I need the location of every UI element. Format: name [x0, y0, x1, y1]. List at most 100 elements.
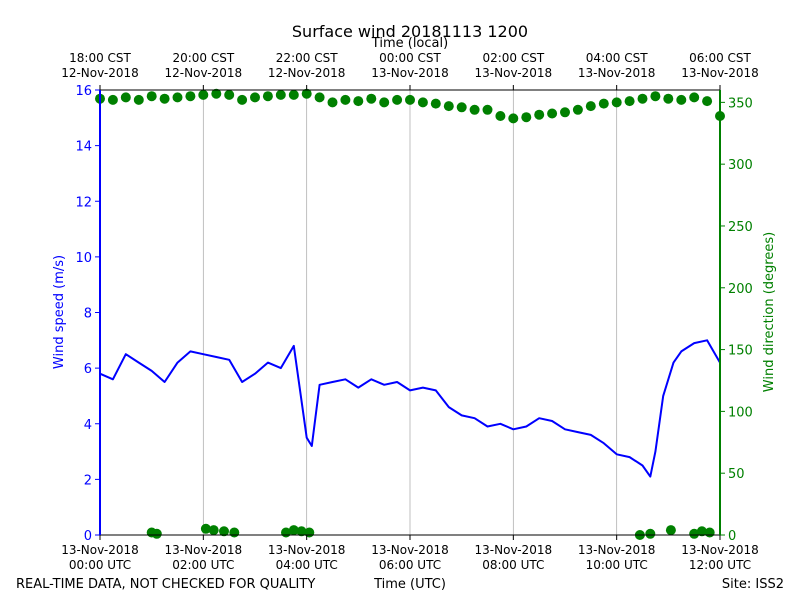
wind-direction-point [482, 104, 493, 115]
wind-direction-point [637, 93, 648, 104]
wind-direction-point [314, 92, 325, 103]
bottom-tick-date: 13-Nov-2018 [268, 543, 346, 557]
wind-direction-point [353, 96, 364, 107]
bottom-tick-time: 04:00 UTC [276, 558, 338, 572]
chart-title: Surface wind 20181113 1200 [292, 22, 528, 41]
left-tick-label: 16 [75, 84, 92, 99]
right-tick-label: 100 [728, 405, 753, 420]
bottom-tick-date: 13-Nov-2018 [61, 543, 139, 557]
wind-direction-point [237, 94, 248, 105]
right-tick-label: 150 [728, 344, 753, 359]
bottom-tick-time: 00:00 UTC [69, 558, 131, 572]
wind-direction-point [469, 104, 480, 115]
wind-direction-point [146, 91, 157, 102]
right-axis-label: Wind direction (degrees) [762, 232, 777, 392]
wind-direction-point [288, 525, 299, 536]
left-axis: 0 2 4 6 8 10 12 14 16 [75, 84, 100, 544]
top-axis-label: Time (local) [371, 36, 448, 51]
wind-direction-point [521, 112, 532, 123]
top-tick-date: 13-Nov-2018 [578, 66, 656, 80]
wind-direction-point [198, 89, 209, 100]
right-tick-label: 200 [728, 282, 753, 297]
left-tick-label: 12 [75, 195, 92, 210]
wind-direction-point [296, 526, 307, 537]
top-tick-time: 20:00 CST [172, 51, 234, 65]
wind-direction-point [211, 88, 222, 99]
wind-direction-point [200, 523, 211, 534]
wind-direction-point [301, 88, 312, 99]
wind-direction-point [405, 94, 415, 105]
top-tick-date: 13-Nov-2018 [475, 66, 553, 80]
wind-direction-point [366, 93, 377, 104]
wind-direction-point [665, 525, 676, 536]
top-tick-time: 06:00 CST [689, 51, 751, 65]
right-tick-label: 50 [728, 467, 745, 482]
wind-direction-point [676, 94, 687, 105]
bottom-tick-time: 02:00 UTC [172, 558, 234, 572]
bottom-tick-date: 13-Nov-2018 [165, 543, 243, 557]
top-tick-time: 02:00 CST [482, 51, 544, 65]
bottom-tick-date: 13-Nov-2018 [681, 543, 759, 557]
vertical-grid [202, 90, 618, 535]
wind-direction-point [547, 108, 558, 119]
wind-direction-point [219, 526, 229, 537]
wind-direction-point [275, 89, 286, 100]
wind-direction-point [443, 101, 454, 112]
wind-direction-point [107, 94, 118, 105]
wind-direction-point [572, 104, 583, 115]
bottom-tick-time: 08:00 UTC [482, 558, 544, 572]
wind-direction-point [456, 102, 467, 113]
top-tick-date: 12-Nov-2018 [61, 66, 139, 80]
wind-direction-point [704, 527, 715, 538]
wind-direction-point [185, 91, 196, 102]
right-tick-label: 0 [728, 529, 736, 544]
wind-direction-point [624, 96, 635, 107]
wind-direction-point [392, 94, 403, 105]
bottom-tick-time: 10:00 UTC [586, 558, 648, 572]
bottom-tick-date: 13-Nov-2018 [578, 543, 656, 557]
left-tick-label: 10 [75, 251, 92, 266]
left-tick-label: 8 [84, 307, 92, 322]
wind-direction-point [650, 91, 661, 102]
top-tick-date: 13-Nov-2018 [681, 66, 759, 80]
top-tick-time: 00:00 CST [379, 51, 441, 65]
left-tick-label: 4 [84, 418, 92, 433]
wind-direction-point [689, 92, 700, 103]
wind-direction-point [159, 93, 170, 104]
wind-direction-point [304, 527, 315, 538]
top-tick-time: 04:00 CST [586, 51, 648, 65]
wind-speed-line [99, 339, 721, 478]
wind-direction-point [598, 98, 609, 109]
wind-direction-point [379, 97, 390, 108]
wind-direction-point [611, 97, 622, 108]
top-tick-date: 12-Nov-2018 [165, 66, 243, 80]
bottom-tick-time: 06:00 UTC [379, 558, 441, 572]
wind-direction-point [585, 101, 596, 112]
wind-direction-point [663, 93, 674, 104]
wind-direction-point [224, 89, 235, 100]
left-tick-label: 14 [75, 140, 92, 155]
x-axis-label: Time (UTC) [373, 577, 446, 592]
left-axis-label: Wind speed (m/s) [52, 255, 67, 369]
top-tick-time: 18:00 CST [69, 51, 131, 65]
wind-direction-point [172, 92, 183, 103]
wind-direction-point [696, 526, 707, 537]
left-tick-label: 2 [84, 473, 92, 488]
wind-direction-point [508, 113, 519, 124]
series-layer [95, 88, 725, 540]
wind-direction-point [208, 525, 219, 536]
wind-direction-point [229, 527, 240, 538]
wind-direction-point [689, 528, 700, 539]
right-axis: 0 50 100 150 200 250 300 350 [720, 96, 753, 544]
bottom-tick-date: 13-Nov-2018 [371, 543, 449, 557]
left-tick-label: 0 [84, 529, 92, 544]
wind-direction-point [495, 111, 506, 121]
wind-direction-point [534, 109, 545, 120]
top-tick-date: 13-Nov-2018 [371, 66, 449, 80]
wind-direction-point [151, 528, 162, 539]
wind-direction-point [288, 89, 299, 100]
wind-direction-point [560, 107, 570, 118]
